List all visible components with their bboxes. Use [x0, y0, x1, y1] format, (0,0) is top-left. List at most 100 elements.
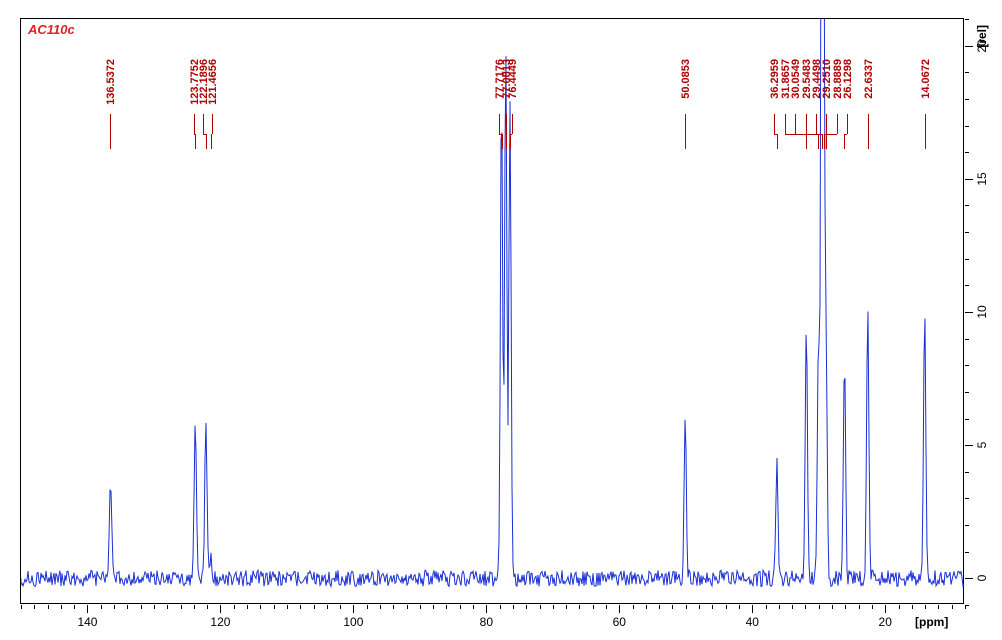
y-tick-minor	[965, 99, 969, 100]
y-tick-minor	[965, 419, 969, 420]
peak-label: 26.1298	[842, 59, 854, 99]
peak-annotation-connector	[826, 134, 827, 149]
x-tick-minor	[380, 605, 381, 609]
x-tick-minor	[247, 605, 248, 609]
y-tick-minor	[965, 525, 969, 526]
peak-annotation-connector	[795, 119, 796, 134]
x-tick-minor	[925, 605, 926, 609]
x-tick-minor	[287, 605, 288, 609]
x-tick-minor	[792, 605, 793, 609]
x-tick-minor	[127, 605, 128, 609]
y-tick-minor	[965, 72, 969, 73]
x-tick-label: 40	[746, 615, 759, 629]
x-tick-minor	[819, 605, 820, 609]
x-tick-minor	[114, 605, 115, 609]
x-tick	[486, 605, 487, 613]
x-tick-minor	[407, 605, 408, 609]
x-tick-minor	[34, 605, 35, 609]
spectrum-trace	[21, 19, 965, 605]
x-tick-label: 60	[613, 615, 626, 629]
peak-annotation-connector	[206, 134, 207, 149]
y-tick	[965, 578, 973, 579]
peak-annotation-connector	[774, 119, 775, 134]
peak-annotation-connector	[847, 119, 848, 134]
y-tick-minor	[965, 19, 969, 20]
y-tick-minor	[965, 152, 969, 153]
x-tick-minor	[513, 605, 514, 609]
peak-annotation-connector	[211, 134, 212, 149]
peak-annotation-connector	[502, 134, 503, 149]
y-tick-label: 5	[975, 442, 989, 449]
peak-label: 121.4656	[207, 59, 219, 105]
x-tick-minor	[48, 605, 49, 609]
peak-annotation-connector	[110, 119, 111, 149]
y-tick	[965, 445, 973, 446]
x-tick-minor	[420, 605, 421, 609]
y-tick	[965, 179, 973, 180]
x-tick	[353, 605, 354, 613]
peak-annotation-connector	[824, 134, 825, 149]
x-tick	[220, 605, 221, 613]
x-tick-minor	[300, 605, 301, 609]
x-tick-minor	[314, 605, 315, 609]
peak-annotation-connector	[806, 134, 807, 149]
y-tick-minor	[965, 365, 969, 366]
peak-annotation-connector	[925, 119, 926, 149]
x-tick-minor	[154, 605, 155, 609]
y-tick-minor	[965, 205, 969, 206]
x-tick-minor	[606, 605, 607, 609]
y-tick-minor	[965, 552, 969, 553]
x-tick-minor	[194, 605, 195, 609]
x-tick-minor	[553, 605, 554, 609]
peak-annotation-connector	[512, 119, 513, 134]
x-tick-label: 120	[210, 615, 230, 629]
plot-area: 14012010080604020[ppm]05101520[rel]136.5…	[20, 18, 964, 604]
x-tick-minor	[646, 605, 647, 609]
peak-annotation-connector	[194, 119, 195, 134]
peak-label: 50.0853	[680, 59, 692, 99]
y-tick-minor	[965, 339, 969, 340]
x-tick-minor	[672, 605, 673, 609]
x-tick-minor	[393, 605, 394, 609]
peak-annotation-connector	[506, 119, 507, 149]
x-tick-minor	[566, 605, 567, 609]
peak-annotation-connector	[499, 119, 500, 134]
peak-annotation-connector	[826, 134, 836, 135]
y-tick-minor	[965, 232, 969, 233]
peak-annotation-connector	[868, 119, 869, 149]
x-tick-minor	[141, 605, 142, 609]
x-tick-minor	[872, 605, 873, 609]
x-tick-minor	[912, 605, 913, 609]
peak-annotation-connector	[806, 119, 807, 134]
x-tick-minor	[686, 605, 687, 609]
y-axis-label: [rel]	[975, 25, 989, 48]
peak-annotation-connector	[195, 134, 196, 149]
x-tick-minor	[699, 605, 700, 609]
x-tick-minor	[101, 605, 102, 609]
x-tick-minor	[74, 605, 75, 609]
x-tick-label: 20	[879, 615, 892, 629]
y-tick-minor	[965, 605, 969, 606]
x-tick-minor	[540, 605, 541, 609]
x-tick-minor	[460, 605, 461, 609]
x-tick-minor	[845, 605, 846, 609]
peak-annotation-connector	[785, 119, 786, 134]
y-tick-minor	[965, 392, 969, 393]
x-tick-minor	[952, 605, 953, 609]
x-tick-label: 80	[480, 615, 493, 629]
peak-label: 76.4449	[507, 59, 519, 99]
peak-annotation-connector	[685, 119, 686, 149]
peak-annotation-connector	[826, 119, 827, 134]
peak-annotation-connector	[844, 134, 845, 149]
x-tick-minor	[832, 605, 833, 609]
x-tick-minor	[433, 605, 434, 609]
x-tick-minor	[659, 605, 660, 609]
y-tick-label: 10	[975, 305, 989, 318]
y-tick-minor	[965, 259, 969, 260]
peak-annotation-connector	[212, 119, 213, 134]
peak-annotation-connector	[818, 134, 819, 149]
x-tick-minor	[446, 605, 447, 609]
x-tick-minor	[167, 605, 168, 609]
x-tick-minor	[260, 605, 261, 609]
x-tick-minor	[207, 605, 208, 609]
